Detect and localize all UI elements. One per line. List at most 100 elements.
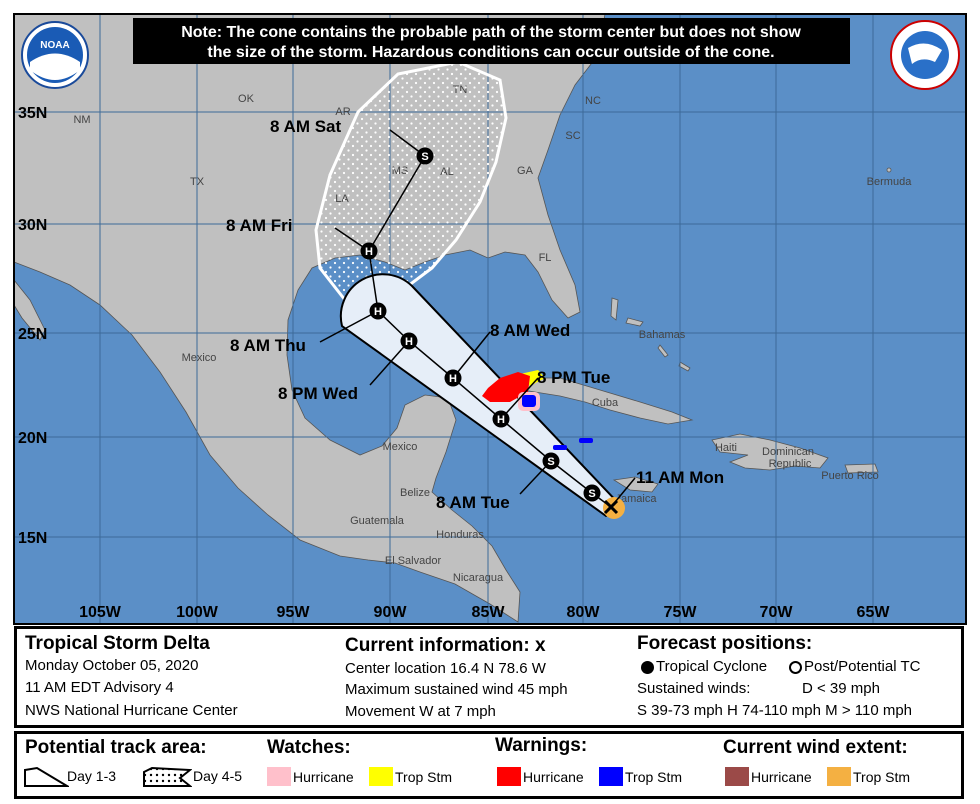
forecast-point-h: H [492, 410, 510, 428]
current-position-x-icon [603, 499, 619, 515]
filled-circle-icon [641, 661, 654, 674]
svg-text:NOAA: NOAA [40, 40, 69, 51]
label-ar: AR [335, 106, 350, 118]
hollow-circle-icon [789, 661, 802, 674]
info-panel: Tropical Storm Delta Monday October 05, … [14, 626, 964, 728]
label-8pm-tue: 8 PM Tue [537, 368, 610, 387]
label-dominican: Dominican [762, 446, 814, 458]
label-mexico-2: Mexico [383, 441, 418, 453]
svg-text:H: H [405, 336, 413, 348]
puerto-rico [844, 463, 879, 474]
label-el-salvador: El Salvador [385, 555, 442, 567]
svg-text:S: S [421, 151, 428, 163]
svg-text:95W: 95W [277, 604, 311, 621]
svg-text:20N: 20N [18, 430, 47, 447]
hurricane-wind-swatch [725, 767, 749, 786]
label-11am-mon: 11 AM Mon [636, 468, 724, 487]
forecast-positions-title: Forecast positions: [637, 633, 813, 654]
svg-text:H: H [374, 306, 382, 318]
trop-storm-warning-swatch [599, 767, 623, 786]
map: OK AR TN NC SC GA AL MS LA TX NM FL Berm… [13, 13, 967, 625]
svg-text:Note: The cone contains the pr: Note: The cone contains the probable pat… [181, 24, 801, 41]
label-8pm-wed: 8 PM Wed [278, 384, 358, 403]
svg-text:105W: 105W [79, 604, 122, 621]
day-4-5-icon [143, 766, 192, 787]
center-location: Center location 16.4 N 78.6 W [345, 660, 546, 677]
svg-text:H: H [449, 373, 457, 385]
svg-text:15N: 15N [18, 530, 47, 547]
movement: Movement W at 7 mph [345, 703, 496, 720]
svg-text:65W: 65W [857, 604, 891, 621]
svg-text:H: H [497, 414, 505, 426]
label-bahamas: Bahamas [639, 329, 686, 341]
label-sc: SC [565, 130, 580, 142]
issuing-center: NWS National Hurricane Center [25, 702, 238, 719]
label-haiti: Haiti [715, 442, 737, 454]
hurricane-warning-area [482, 372, 530, 402]
advisory-number: 11 AM EDT Advisory 4 [25, 679, 174, 696]
trop-storm-warning-area [553, 445, 567, 450]
forecast-points: S S H H H H H S [360, 147, 619, 515]
bahamas [610, 297, 691, 372]
svg-text:100W: 100W [176, 604, 219, 621]
trop-storm-wind-swatch [827, 767, 851, 786]
svg-text:75W: 75W [664, 604, 698, 621]
label-belize: Belize [400, 487, 430, 499]
label-nm: NM [73, 114, 90, 126]
forecast-point-h: H [400, 332, 418, 350]
label-nicaragua: Nicaragua [453, 572, 504, 584]
depression-wind-range: D < 39 mph [802, 680, 880, 697]
hurricane-warning-label: Hurricane [523, 769, 584, 785]
trop-storm-warning-area [579, 438, 593, 443]
forecast-time-labels: 11 AM Mon 8 AM Tue 8 PM Tue 8 AM Wed 8 P… [226, 117, 724, 512]
advisory-date: Monday October 05, 2020 [25, 657, 199, 674]
trop-storm-watch-area [520, 370, 545, 386]
label-guatemala: Guatemala [350, 515, 405, 527]
label-honduras: Honduras [436, 529, 484, 541]
label-jamaica: Jamaica [616, 493, 658, 505]
hurricane-watch-swatch [267, 767, 291, 786]
label-8am-wed: 8 AM Wed [490, 321, 570, 340]
svg-text:H: H [365, 246, 373, 258]
tropical-cyclone-label: Tropical Cyclone [656, 658, 768, 675]
label-cuba: Cuba [592, 397, 619, 409]
svg-text:S: S [547, 456, 554, 468]
forecast-point-s: S [542, 452, 560, 470]
day-1-3-label: Day 1-3 [67, 768, 117, 784]
storm-name: Tropical Storm Delta [25, 633, 210, 654]
label-republic: Republic [769, 458, 812, 470]
svg-text:25N: 25N [18, 326, 47, 343]
svg-text:70W: 70W [760, 604, 794, 621]
trop-storm-wind-label: Trop Stm [853, 769, 911, 785]
forecast-point-h: H [444, 369, 462, 387]
label-8am-fri: 8 AM Fri [226, 216, 292, 235]
latitude-labels: 35N 30N 25N 20N 15N [18, 105, 47, 547]
watches-title: Watches: [267, 737, 351, 758]
trop-storm-watch-label: Trop Stm [395, 769, 453, 785]
track-area-title: Potential track area: [25, 737, 207, 758]
forecast-point-s: S [583, 484, 601, 502]
label-puerto-rico: Puerto Rico [821, 470, 878, 482]
svg-text:the size of the storm. Hazardo: the size of the storm. Hazardous conditi… [207, 44, 774, 61]
label-ok: OK [238, 93, 255, 105]
current-info-title: Current information: x [345, 635, 546, 656]
forecast-point-h: H [360, 242, 378, 260]
label-ga: GA [517, 165, 534, 177]
bermuda [886, 167, 892, 173]
wind-extent-title: Current wind extent: [723, 737, 908, 758]
day-1-3-icon [24, 766, 69, 787]
wind-category-ranges: S 39-73 mph H 74-110 mph M > 110 mph [637, 702, 913, 719]
svg-text:85W: 85W [472, 604, 506, 621]
noaa-logo: NOAA [21, 21, 89, 89]
post-potential-label: Post/Potential TC [804, 658, 921, 675]
svg-text:80W: 80W [567, 604, 601, 621]
label-8am-tue: 8 AM Tue [436, 493, 510, 512]
svg-text:30N: 30N [18, 217, 47, 234]
max-wind: Maximum sustained wind 45 mph [345, 681, 568, 698]
hurricane-warning-swatch [497, 767, 521, 786]
hurricane-wind-label: Hurricane [751, 769, 812, 785]
label-tx: TX [190, 176, 205, 188]
note-box: Note: The cone contains the probable pat… [133, 18, 850, 64]
svg-text:S: S [588, 488, 595, 500]
